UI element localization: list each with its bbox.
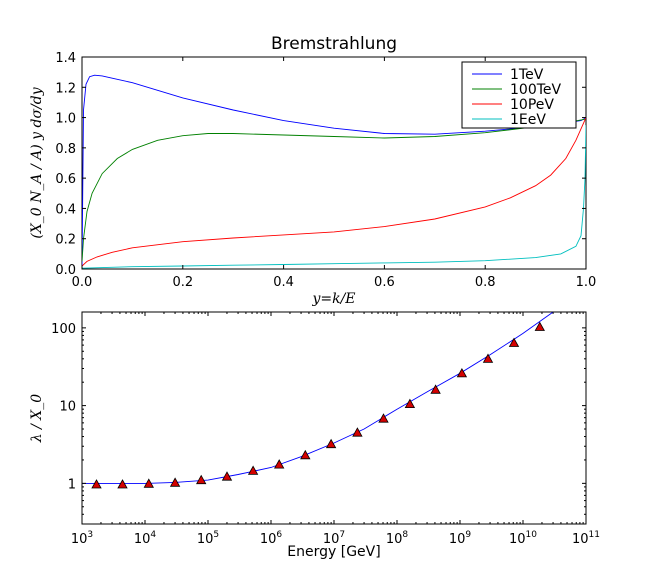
series-line-1eev <box>82 125 586 269</box>
top-plot-frame <box>81 56 587 270</box>
top-y-tick-label: 0.4 <box>55 202 76 217</box>
series-line-10pev <box>82 117 586 267</box>
data-point-marker <box>196 474 207 485</box>
top-y-tick-label: 0.8 <box>55 142 76 157</box>
data-point-marker <box>456 367 468 378</box>
data-point-marker <box>430 384 441 394</box>
bottom-x-tick-label: 107 <box>323 530 345 547</box>
bremsstrahlung-panel: Bremstrahlung 0.0 0.2 0.4 0.6 0.8 1.00.00.20.… <box>29 34 596 307</box>
bottom-x-axis-label: Energy [GeV] <box>287 544 380 560</box>
bottom-y-tick-label: 10 <box>59 400 76 415</box>
bottom-y-axis-label: λ / X_0 <box>29 394 45 443</box>
bottom-x-tick-label: 1011 <box>572 530 600 547</box>
data-point-marker <box>169 477 181 487</box>
bottom-series-group <box>82 312 554 489</box>
top-axis-ticks: 0.0 0.2 0.4 0.6 0.8 1.0 0.0 0.2 0.4 0.6 0.8 1.0 1.2 1… <box>55 51 596 290</box>
data-point-marker <box>482 353 494 363</box>
data-point-marker <box>143 478 154 488</box>
data-point-marker <box>404 398 416 409</box>
top-x-axis-label: y=k/E <box>311 291 355 307</box>
top-y-axis-label: (X_0 N_A / A) y dσ/dy <box>29 86 45 238</box>
data-point-marker <box>91 479 102 489</box>
bottom-axis-ticks: 103 104 105 106 107 108 109 1010 1011 1 10 100 <box>51 312 600 547</box>
legend-label-100tev: 100TeV <box>510 82 562 98</box>
data-point-marker <box>534 321 545 331</box>
data-point-marker <box>117 479 128 489</box>
bottom-x-tick-label: 1010 <box>509 530 537 547</box>
top-y-tick-label: 0.0 <box>55 263 76 278</box>
data-point-marker <box>325 438 337 449</box>
bottom-x-tick-label: 108 <box>386 530 409 547</box>
top-y-tick-label: 1.4 <box>55 51 76 66</box>
data-point-marker <box>508 337 520 347</box>
bottom-x-tick-label: 103 <box>71 530 93 547</box>
top-x-tick-label: 0.6 <box>374 275 395 290</box>
legend-box <box>461 61 577 129</box>
radiation-length-panel: 103 104 105 106 107 108 109 1010 1011 1 10 100 Ener… <box>29 311 600 560</box>
top-y-tick-label: 0.2 <box>55 233 76 248</box>
series-line-100tev <box>82 118 586 262</box>
chart-title: Bremstrahlung <box>271 34 397 54</box>
top-x-tick-label: 1.0 <box>576 275 597 290</box>
top-x-tick-label: 0.8 <box>475 275 496 290</box>
data-point-marker <box>378 413 389 423</box>
data-point-marker <box>300 449 311 460</box>
top-x-tick-label: 0.4 <box>273 275 294 290</box>
legend-label-10pev: 10PeV <box>510 97 554 113</box>
bottom-x-tick-label: 104 <box>134 530 157 547</box>
top-y-tick-label: 1.2 <box>55 81 76 96</box>
bottom-x-tick-label: 106 <box>260 530 283 547</box>
radiation-length-curve <box>82 312 554 484</box>
bottom-plot-frame <box>81 311 587 525</box>
legend-label-1tev: 1TeV <box>510 67 544 83</box>
data-point-marker <box>352 427 363 437</box>
bottom-x-tick-label: 105 <box>197 530 219 547</box>
data-point-marker <box>221 471 233 481</box>
bottom-y-tick-label: 100 <box>51 322 76 337</box>
top-x-tick-label: 0.2 <box>172 275 193 290</box>
top-y-tick-label: 0.6 <box>55 172 76 187</box>
legend-label-1eev: 1EeV <box>510 112 546 128</box>
bottom-y-tick-label: 1 <box>68 477 76 492</box>
data-point-marker <box>274 459 285 469</box>
data-point-marker <box>247 465 259 475</box>
bottom-x-tick-label: 109 <box>449 530 472 547</box>
top-x-tick-label: 0.0 <box>72 275 93 290</box>
top-y-tick-label: 1.0 <box>55 112 76 127</box>
